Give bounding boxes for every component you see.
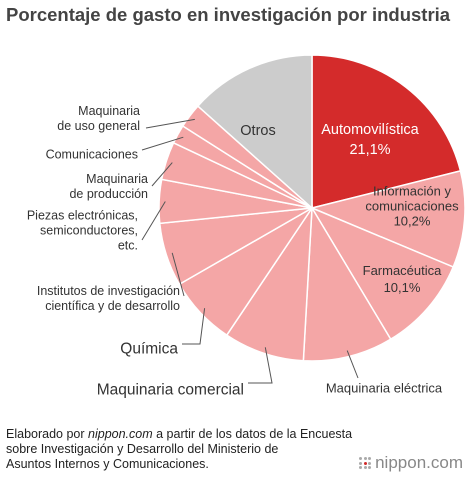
slice-label-5: Maquinaria comercial <box>97 381 244 398</box>
slice-label-9: Maquinaria de producción <box>69 172 148 201</box>
slice-label-11: Maquinaria de uso general <box>57 104 140 133</box>
leader-line-9 <box>151 162 173 187</box>
slice-label-1: Automovilística 21,1% <box>321 122 419 158</box>
source-prefix: Elaborado por <box>6 427 89 441</box>
leader-line-7 <box>171 252 185 297</box>
pie-slice-1 <box>311 54 462 209</box>
slice-label-10: Comunicaciones <box>46 147 138 161</box>
leader-line-5 <box>248 347 273 384</box>
source-site: nippon.com <box>88 427 153 441</box>
slice-label-3: Farmacéutica 10,1% <box>363 263 443 295</box>
slice-label-4: Maquinaria eléctrica <box>326 381 443 396</box>
leader-line-6 <box>182 308 206 345</box>
source-line-2: sobre Investigación y Desarrollo del Min… <box>6 442 279 456</box>
pie-slice-4 <box>302 205 392 362</box>
pie-slice-2 <box>309 169 466 268</box>
pie-chart: Automovilística 21,1% Información y comunic… <box>27 54 466 398</box>
brand-tld: .com <box>426 453 463 472</box>
source-note: Elaborado por nippon.com a partir de los… <box>6 427 352 472</box>
pie-slice-12 <box>196 54 313 210</box>
leader-line-10 <box>141 136 184 151</box>
source-suffix: a partir de los datos de la Encuesta <box>152 427 353 441</box>
slice-label-12: Otros <box>240 123 275 139</box>
brand-name: nippon <box>375 453 427 472</box>
slice-label-7: Institutos de investigación científica y … <box>37 284 180 313</box>
pie-slice-3 <box>310 206 455 341</box>
brand-logo[interactable]: nippon.com <box>359 453 463 473</box>
leader-line-8 <box>141 201 166 241</box>
logo-dots-icon <box>359 457 372 469</box>
chart-title: Porcentaje de gasto en investigación por… <box>6 4 451 25</box>
leader-line-4 <box>346 350 359 379</box>
source-line-3: Asuntos Internos y Comunicaciones. <box>6 457 209 471</box>
slice-label-8: Piezas electrónicas, semiconductores, etc. <box>27 208 138 252</box>
slice-label-6: Química <box>120 340 178 357</box>
slice-label-2: Información y comunicaciones 10,2% <box>365 184 459 229</box>
leader-line-11 <box>145 118 195 129</box>
